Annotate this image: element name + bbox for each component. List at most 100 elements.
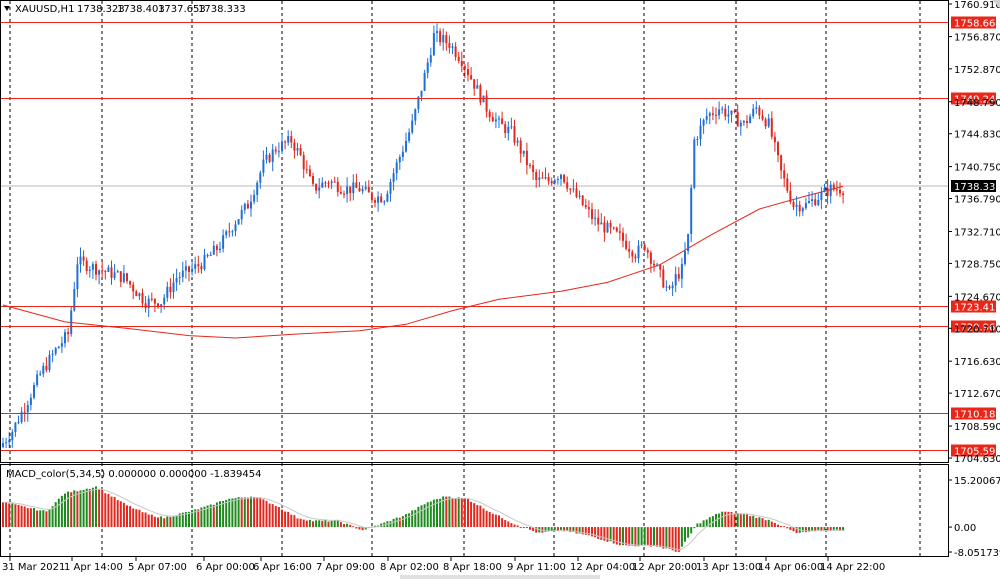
macd-bar (144, 512, 147, 528)
macd-y-tick-label: -8.051739 (954, 548, 1000, 559)
macd-bar (581, 527, 584, 535)
candle-up (122, 273, 125, 282)
candle-up (240, 209, 243, 220)
macd-bar (671, 527, 674, 551)
candle-up (11, 431, 14, 441)
y-tick-label: 1724.670 (954, 292, 1000, 303)
macd-bar (315, 520, 318, 528)
candle-up (5, 442, 8, 444)
macd-bar (147, 514, 150, 528)
dropdown-triangle-icon[interactable] (4, 6, 10, 11)
candle-down (513, 126, 516, 143)
candle-down (479, 85, 482, 103)
macd-bar (243, 497, 246, 528)
candle-up (287, 136, 290, 143)
macd-bar (73, 490, 76, 528)
level-tag-label: 1710.180 (954, 410, 1000, 421)
candle-down (575, 188, 578, 197)
candle-up (36, 374, 39, 386)
macd-bar (448, 496, 451, 528)
candle-up (377, 196, 380, 203)
candle-down (200, 266, 203, 270)
macd-bar (259, 498, 262, 528)
macd-bar (842, 527, 845, 531)
macd-bar (510, 523, 513, 528)
candle-up (690, 187, 693, 234)
candle-down (169, 286, 172, 293)
candle-up (522, 150, 525, 154)
level-tag (951, 407, 996, 420)
macd-bar (451, 497, 454, 528)
candle-up (203, 255, 206, 270)
y-tick-label: 1740.750 (954, 163, 1000, 174)
macd-bar (513, 524, 516, 528)
candle-down (519, 140, 522, 154)
macd-bar (200, 507, 203, 528)
macd-bar (271, 504, 274, 528)
header-symbol: XAUUSD,H1 (15, 4, 74, 15)
macd-bar (575, 527, 578, 534)
candle-down (110, 267, 113, 278)
candle-up (60, 343, 63, 347)
candle-down (457, 56, 460, 61)
candle-down (358, 187, 361, 192)
macd-bar (355, 527, 358, 529)
candle-up (640, 244, 643, 246)
macd-bar (51, 506, 54, 528)
candle-down (467, 69, 469, 76)
candle-up (408, 132, 411, 141)
candle-down (95, 264, 97, 275)
macd-bar (429, 501, 432, 528)
macd-bar (346, 523, 349, 528)
y-tick-label: 1708.590 (954, 422, 1000, 433)
candle-down (246, 203, 249, 209)
macd-bar (708, 517, 711, 528)
macd-bar (225, 499, 228, 528)
candle-down (715, 114, 717, 116)
macd-bar (504, 520, 507, 528)
candle-down (832, 184, 835, 190)
candle-down (649, 252, 652, 264)
x-tick-label: 8 Apr 02:00 (380, 562, 439, 573)
candle-down (333, 181, 336, 183)
macd-bar (318, 520, 321, 528)
scrollbar[interactable] (400, 575, 600, 579)
candle-up (321, 182, 324, 188)
header-low: 1737.653 (158, 4, 206, 15)
candle-down (315, 183, 318, 191)
candle-up (600, 222, 603, 225)
candle-down (733, 110, 736, 113)
macd-bar (594, 527, 597, 538)
macd-bar (336, 519, 339, 528)
macd-bar (2, 502, 4, 528)
candle-up (637, 245, 640, 259)
candle-down (119, 271, 122, 282)
macd-bar (696, 523, 699, 528)
macd-bar (519, 527, 522, 529)
macd-bar (126, 505, 128, 528)
candle-down (470, 75, 473, 80)
macd-bar (284, 511, 287, 528)
macd-bar (172, 516, 175, 528)
candle-down (454, 46, 457, 57)
candle-up (91, 264, 94, 270)
candle-up (395, 162, 398, 174)
macd-bar (181, 512, 184, 528)
candle-down (439, 31, 442, 43)
macd-bar (352, 526, 355, 528)
candle-down (677, 274, 680, 279)
candle-up (398, 156, 401, 163)
macd-bar (640, 527, 643, 546)
candle-down (835, 189, 838, 191)
macd-bar (783, 526, 786, 528)
candle-up (405, 140, 407, 152)
candle-up (718, 109, 721, 116)
macd-bar (814, 527, 817, 531)
macd-bar (631, 527, 634, 546)
macd-bar (680, 527, 683, 547)
macd-bar (615, 527, 618, 545)
header-open: 1738.323 (77, 4, 125, 15)
candle-up (572, 188, 575, 190)
